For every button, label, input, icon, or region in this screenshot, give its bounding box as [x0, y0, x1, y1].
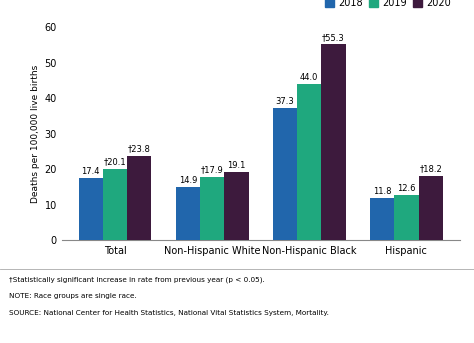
Bar: [79, 178, 103, 240]
Text: 11.8: 11.8: [373, 187, 392, 196]
Bar: [419, 176, 443, 240]
Bar: [224, 173, 248, 240]
Y-axis label: Deaths per 100,000 live births: Deaths per 100,000 live births: [31, 64, 40, 203]
Text: 19.1: 19.1: [227, 161, 246, 170]
Legend: 2018, 2019, 2020: 2018, 2019, 2020: [320, 0, 455, 12]
Text: †55.3: †55.3: [322, 33, 345, 42]
Bar: [127, 156, 152, 240]
Text: †17.9: †17.9: [201, 166, 224, 175]
Bar: [370, 198, 394, 240]
Bar: [273, 108, 297, 240]
Text: †Statistically significant increase in rate from previous year (p < 0.05).: †Statistically significant increase in r…: [9, 276, 265, 283]
Text: SOURCE: National Center for Health Statistics, National Vital Statistics System,: SOURCE: National Center for Health Stati…: [9, 310, 329, 316]
Text: †23.8: †23.8: [128, 145, 151, 154]
Bar: [103, 169, 127, 240]
Text: 17.4: 17.4: [82, 167, 100, 176]
Text: 14.9: 14.9: [179, 176, 197, 185]
Bar: [394, 196, 419, 240]
Text: †20.1: †20.1: [104, 158, 127, 167]
Text: 44.0: 44.0: [300, 73, 319, 82]
Bar: [297, 84, 321, 240]
Text: †18.2: †18.2: [419, 164, 442, 174]
Text: 12.6: 12.6: [397, 184, 416, 193]
Bar: [200, 177, 224, 240]
Text: NOTE: Race groups are single race.: NOTE: Race groups are single race.: [9, 293, 137, 299]
Bar: [321, 44, 346, 240]
Text: 37.3: 37.3: [275, 97, 294, 106]
Bar: [176, 187, 200, 240]
